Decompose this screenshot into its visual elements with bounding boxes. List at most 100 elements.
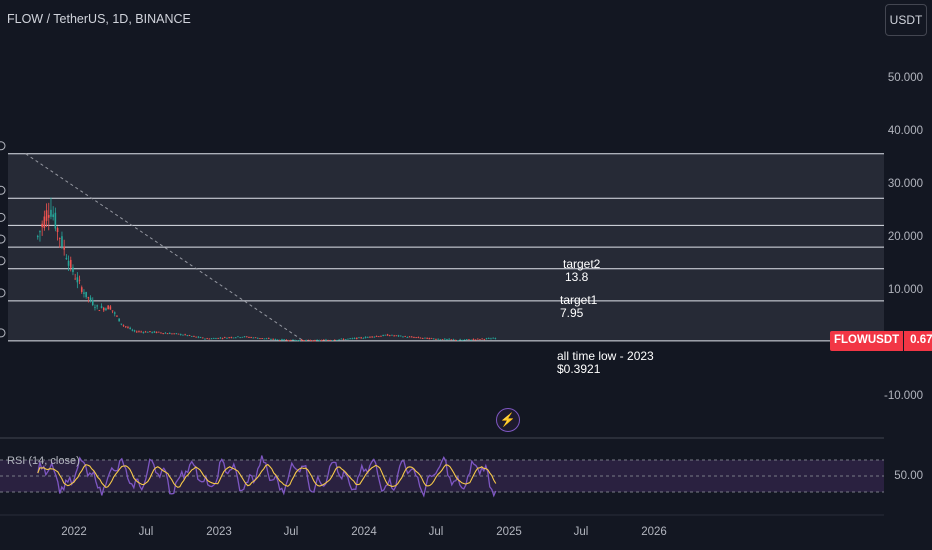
- candle-body: [58, 238, 61, 240]
- last-price-label: FLOWUSDT 0.671: [830, 331, 932, 351]
- candle-body: [129, 327, 131, 330]
- level-marker-icon: [0, 288, 6, 298]
- candle-body: [234, 337, 237, 339]
- candle-body: [289, 339, 292, 341]
- target2-annotation: target2 13.8: [563, 258, 600, 284]
- candle-body: [243, 336, 246, 338]
- price-tick: 40.000: [887, 125, 923, 137]
- candle-body: [113, 312, 116, 314]
- price-tick: 50.000: [887, 72, 923, 84]
- target2-label: target2: [563, 257, 601, 271]
- time-tick: 2025: [496, 526, 522, 538]
- candle-body: [292, 339, 294, 341]
- candle-body: [320, 340, 323, 342]
- candle-body: [303, 340, 305, 342]
- candle-body: [272, 338, 274, 340]
- candle-body: [364, 336, 367, 338]
- candle-body: [325, 339, 327, 341]
- candle-body: [353, 337, 356, 339]
- rsi-band: [0, 460, 884, 492]
- candle-body: [109, 306, 112, 310]
- candle-body: [118, 318, 120, 322]
- level-marker-icon: [0, 256, 6, 266]
- rsi-tick: 50.00: [894, 470, 923, 482]
- candle-body: [217, 337, 219, 339]
- candle-body: [307, 339, 310, 341]
- candle-body: [138, 331, 140, 333]
- target2-value: 13.8: [565, 270, 589, 284]
- candle-body: [67, 260, 70, 266]
- candle-body: [402, 336, 404, 338]
- time-axis[interactable]: 2022 Jul 2023 Jul 2024 Jul 2025 Jul 2026: [0, 516, 884, 550]
- price-axis[interactable]: 50.000 40.000 30.000 20.000 10.000 -10.0…: [884, 0, 932, 438]
- candle-body: [446, 339, 448, 340]
- last-price-value: 0.671: [904, 331, 932, 351]
- candle-body: [287, 340, 290, 342]
- lightning-icon[interactable]: ⚡: [496, 408, 520, 432]
- atl-value: $0.3921: [557, 362, 601, 376]
- rsi-line: [37, 455, 497, 498]
- candle-body: [393, 335, 395, 337]
- candle-body: [111, 310, 114, 312]
- candle-body: [487, 338, 490, 339]
- level-marker-icon: [0, 141, 6, 151]
- candle-body: [333, 339, 336, 341]
- candle-body: [428, 338, 431, 340]
- candle-body: [351, 338, 354, 340]
- candle-body: [432, 338, 435, 340]
- candle-body: [124, 326, 127, 328]
- candle-body: [452, 339, 455, 341]
- candle-body: [373, 336, 376, 338]
- candle-body: [360, 337, 362, 339]
- candle-body: [232, 337, 235, 339]
- candle-body: [248, 337, 250, 338]
- candle-body: [89, 297, 92, 301]
- candle-body: [245, 336, 248, 338]
- candle-body: [83, 292, 85, 294]
- candle-body: [384, 334, 387, 336]
- candle-body: [454, 339, 457, 341]
- candle-body: [239, 337, 241, 339]
- candle-body: [250, 337, 252, 338]
- rsi-indicator-label[interactable]: RSI (14, close): [7, 455, 80, 467]
- candle-body: [386, 334, 389, 336]
- price-tick: 10.000: [887, 284, 923, 296]
- candle-body: [382, 334, 384, 336]
- candle-body: [223, 337, 226, 339]
- candle-body: [188, 335, 191, 336]
- candle-body: [208, 338, 211, 340]
- candle-body: [155, 331, 158, 333]
- candle-body: [177, 333, 180, 335]
- candle-body: [347, 338, 349, 340]
- candle-body: [61, 236, 63, 247]
- currency-unit-button[interactable]: USDT: [885, 4, 927, 36]
- candle-body: [197, 336, 200, 338]
- candle-body: [162, 333, 164, 334]
- candle-body: [193, 336, 195, 337]
- candle-body: [377, 336, 380, 338]
- candle-body: [43, 216, 46, 228]
- candle-body: [419, 337, 422, 339]
- candle-body: [184, 334, 186, 336]
- candle-body: [164, 332, 167, 334]
- candle-body: [274, 339, 277, 340]
- candle-body: [230, 337, 233, 339]
- price-candles: [36, 197, 497, 342]
- candle-body: [52, 214, 54, 218]
- candle-body: [91, 300, 94, 306]
- candle-body: [36, 235, 39, 238]
- candle-body: [72, 267, 74, 273]
- candle-body: [69, 259, 72, 268]
- candle-body: [399, 335, 402, 337]
- candle-body: [366, 337, 369, 338]
- candle-body: [140, 331, 142, 333]
- candle-body: [406, 337, 409, 338]
- candle-body: [457, 340, 459, 341]
- candle-body: [342, 339, 345, 340]
- candle-body: [421, 338, 424, 339]
- candle-body: [175, 333, 178, 335]
- candle-body: [448, 338, 450, 340]
- rsi-axis[interactable]: 50.00: [884, 439, 932, 515]
- level-marker-icon: [0, 185, 6, 195]
